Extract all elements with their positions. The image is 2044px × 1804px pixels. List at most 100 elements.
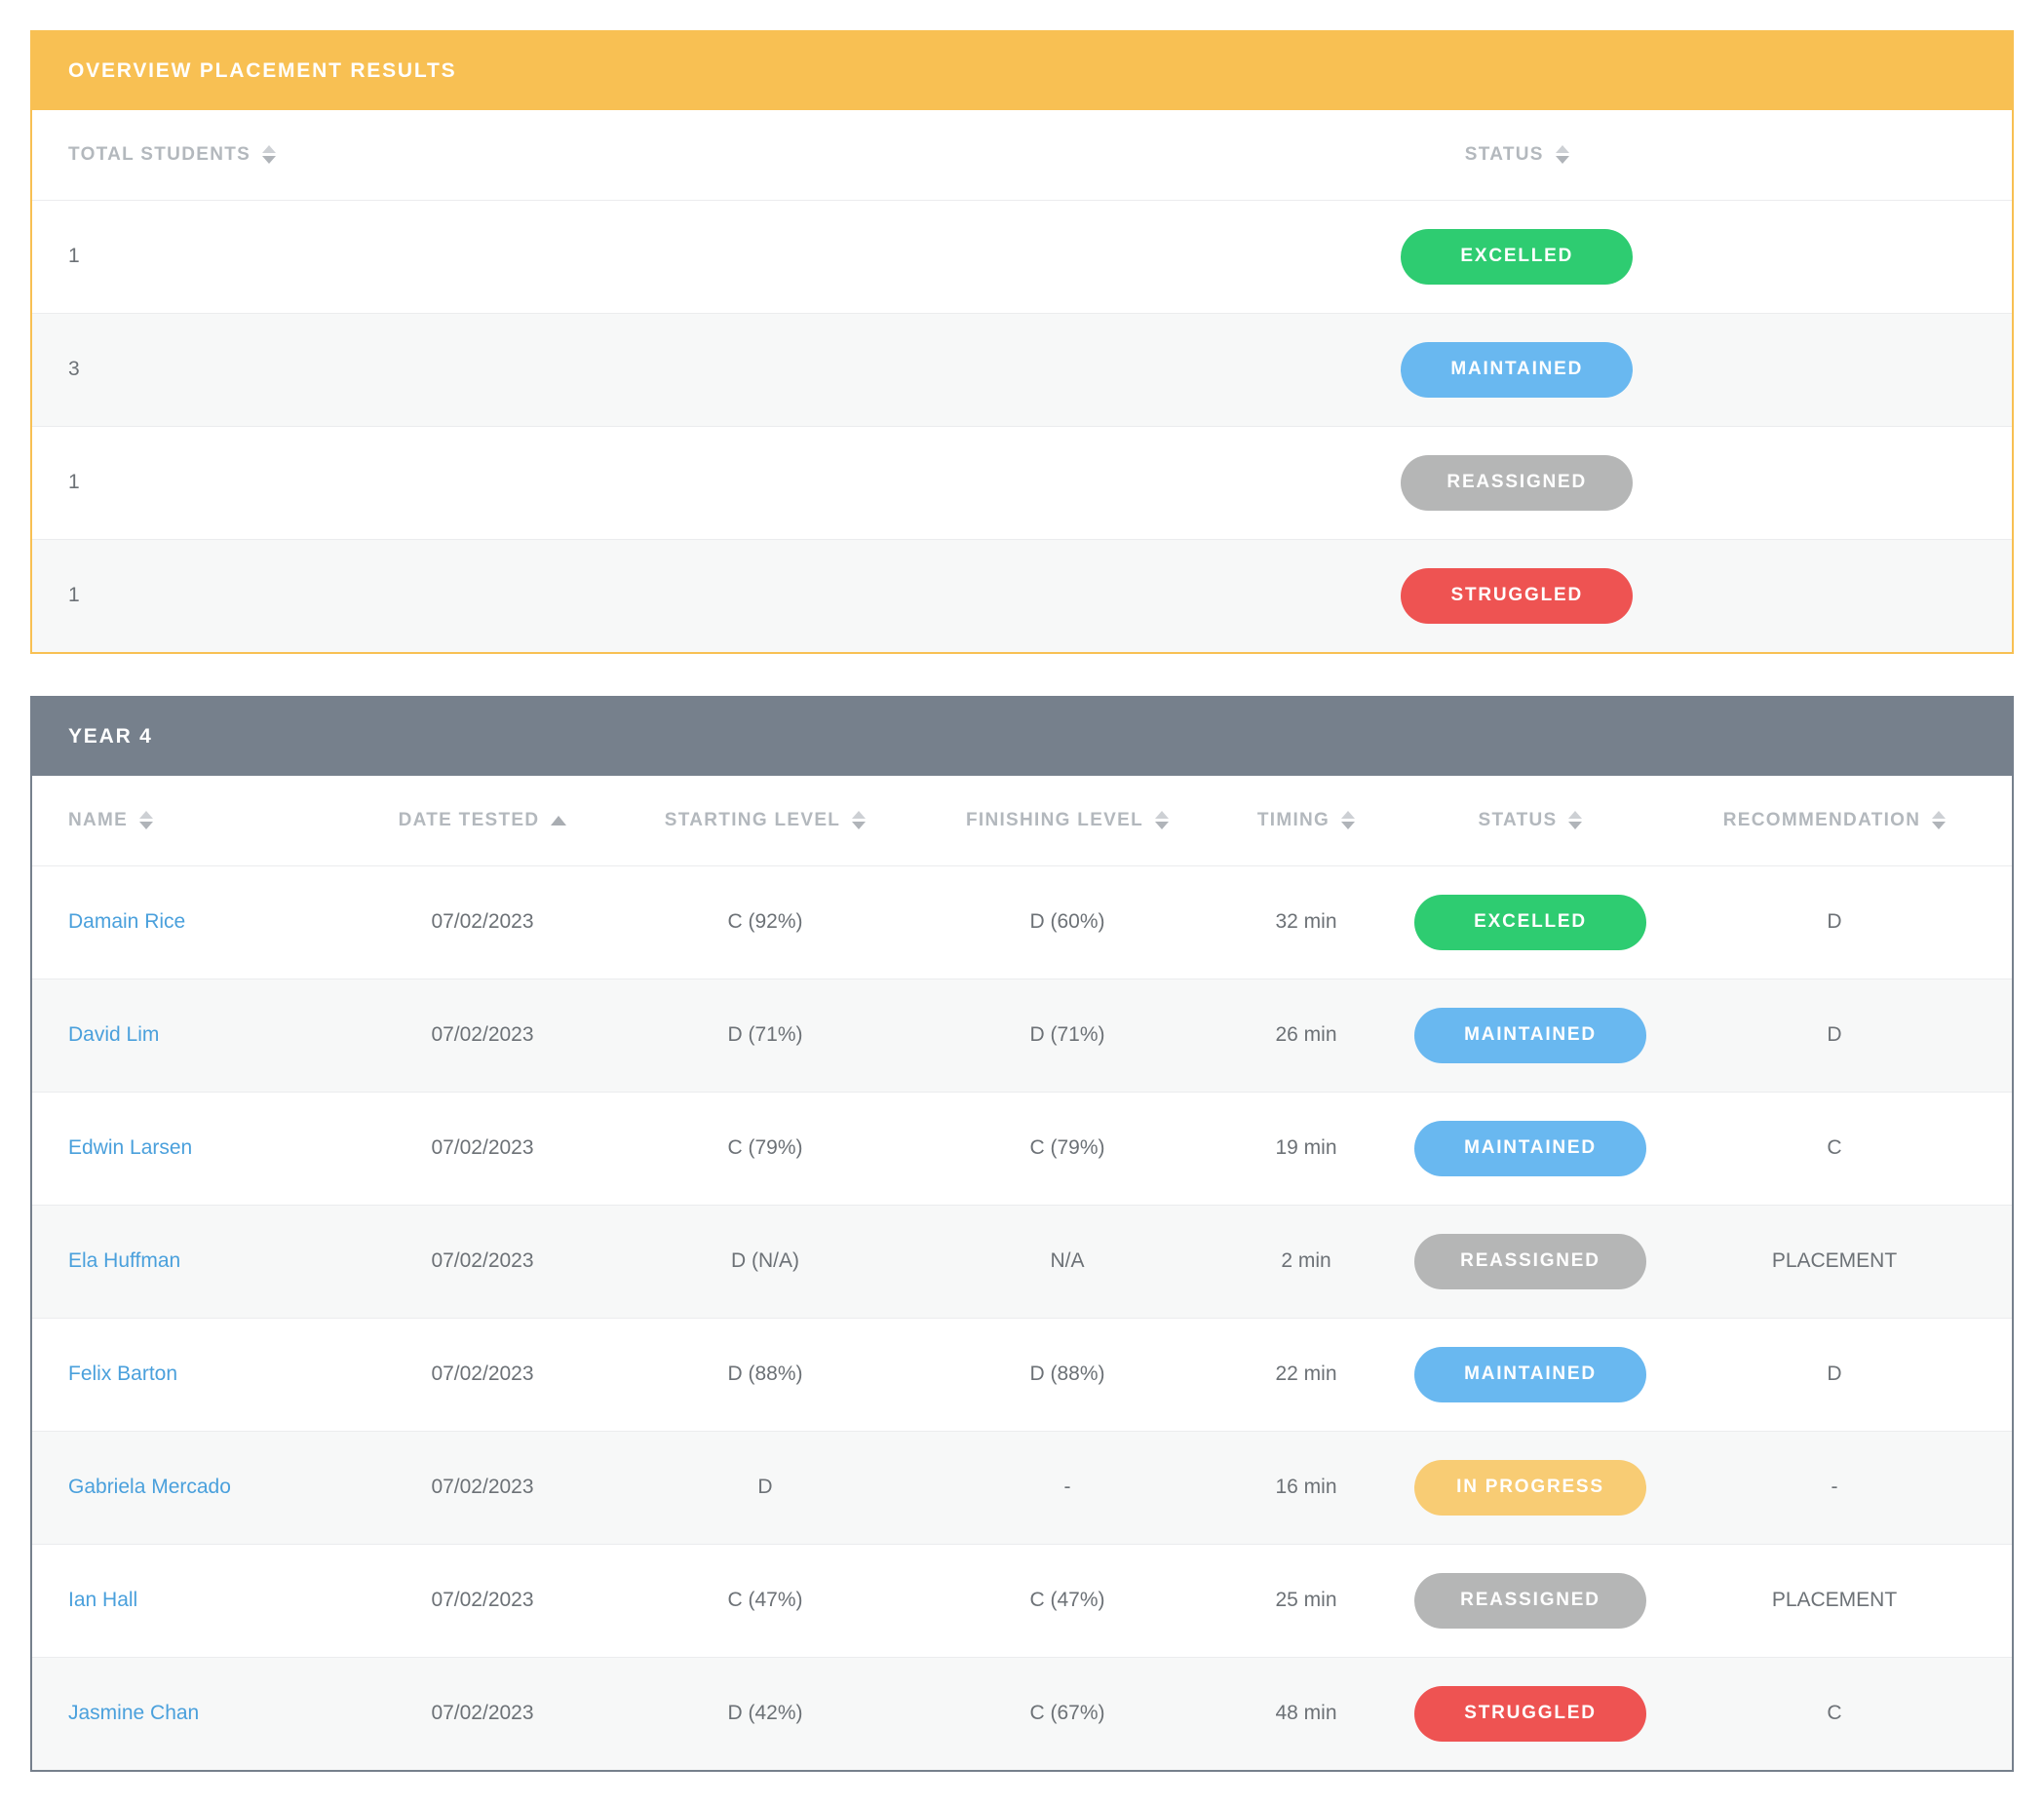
overview-panel-header: OVERVIEW PLACEMENT RESULTS <box>32 32 2012 110</box>
status-badge: MAINTAINED <box>1414 1120 1646 1176</box>
date-tested-value: 07/02/2023 <box>431 1702 534 1725</box>
year-4-panel: YEAR 4 NAME DATE TESTED STARTING LEVEL F… <box>30 696 2014 1772</box>
total-students-value: 1 <box>68 471 80 493</box>
finishing-level-value: D (60%) <box>1029 910 1105 933</box>
sort-icon <box>139 811 154 830</box>
status-badge: EXCELLED <box>1401 228 1634 285</box>
status-badge: MAINTAINED <box>1414 1007 1646 1063</box>
year-panel-title: YEAR 4 <box>68 725 153 748</box>
sort-icon <box>1341 811 1356 830</box>
year-header-row: NAME DATE TESTED STARTING LEVEL FINISHIN… <box>32 776 2012 865</box>
student-name-link[interactable]: Damain Rice <box>68 910 186 933</box>
total-students-value: 3 <box>68 358 80 380</box>
timing-value: 26 min <box>1275 1023 1337 1046</box>
column-header-starting-level[interactable]: STARTING LEVEL <box>604 776 926 865</box>
date-tested-value: 07/02/2023 <box>431 1023 534 1046</box>
recommendation-value: C <box>1827 1136 1842 1159</box>
column-header-date-tested[interactable]: DATE TESTED <box>361 776 604 865</box>
student-table-row: Ian Hall 07/02/2023 C (47%) C (47%) 25 m… <box>32 1544 2012 1657</box>
student-name-link[interactable]: Gabriela Mercado <box>68 1476 231 1498</box>
column-header-recommendation[interactable]: RECOMMENDATION <box>1657 776 2012 865</box>
sort-icon <box>262 145 277 165</box>
timing-value: 16 min <box>1275 1476 1337 1498</box>
column-header-total-students-label: TOTAL STUDENTS <box>68 143 251 165</box>
column-header-timing[interactable]: TIMING <box>1209 776 1404 865</box>
starting-level-value: D (42%) <box>727 1702 803 1725</box>
overview-table-row: 1 REASSIGNED <box>32 426 2012 539</box>
starting-level-value: C (79%) <box>727 1136 803 1159</box>
date-tested-value: 07/02/2023 <box>431 1589 534 1611</box>
date-tested-value: 07/02/2023 <box>431 1476 534 1498</box>
finishing-level-value: C (79%) <box>1029 1136 1105 1159</box>
column-header-finishing-level[interactable]: FINISHING LEVEL <box>926 776 1209 865</box>
student-name-link[interactable]: David Lim <box>68 1023 160 1046</box>
column-header-status[interactable]: STATUS <box>1022 110 2013 200</box>
student-table-row: Damain Rice 07/02/2023 C (92%) D (60%) 3… <box>32 865 2012 979</box>
finishing-level-value: C (67%) <box>1029 1702 1105 1725</box>
student-name-link[interactable]: Ela Huffman <box>68 1249 181 1272</box>
recommendation-value: D <box>1827 910 1842 933</box>
total-students-value: 1 <box>68 245 80 267</box>
column-header-status[interactable]: STATUS <box>1404 776 1657 865</box>
starting-level-value: D (88%) <box>727 1363 803 1385</box>
status-badge: REASSIGNED <box>1414 1233 1646 1289</box>
total-students-value: 1 <box>68 584 80 607</box>
finishing-level-value: C (47%) <box>1029 1589 1105 1611</box>
sort-icon <box>1555 145 1569 165</box>
column-header-timing-label: TIMING <box>1256 809 1331 830</box>
status-badge: IN PROGRESS <box>1414 1459 1646 1516</box>
timing-value: 19 min <box>1275 1136 1337 1159</box>
overview-placement-table: TOTAL STUDENTS STATUS 1 EXCELLED 3 MAINT… <box>32 110 2012 652</box>
timing-value: 32 min <box>1275 910 1337 933</box>
recommendation-value: PLACEMENT <box>1771 1589 1898 1611</box>
year-4-table: NAME DATE TESTED STARTING LEVEL FINISHIN… <box>32 776 2012 1770</box>
column-header-total-students[interactable]: TOTAL STUDENTS <box>32 110 1022 200</box>
sort-icon <box>852 811 867 830</box>
starting-level-value: C (47%) <box>727 1589 803 1611</box>
recommendation-value: D <box>1827 1363 1842 1385</box>
student-table-row: David Lim 07/02/2023 D (71%) D (71%) 26 … <box>32 979 2012 1092</box>
timing-value: 25 min <box>1275 1589 1337 1611</box>
overview-panel-title: OVERVIEW PLACEMENT RESULTS <box>68 59 457 82</box>
finishing-level-value: D (88%) <box>1029 1363 1105 1385</box>
date-tested-value: 07/02/2023 <box>431 1136 534 1159</box>
column-header-date-tested-label: DATE TESTED <box>398 809 540 830</box>
column-header-recommendation-label: RECOMMENDATION <box>1722 809 1921 830</box>
column-header-finishing-level-label: FINISHING LEVEL <box>965 809 1144 830</box>
sort-icon <box>1932 811 1947 830</box>
finishing-level-value: - <box>1063 1476 1071 1498</box>
finishing-level-value: D (71%) <box>1029 1023 1105 1046</box>
date-tested-value: 07/02/2023 <box>431 910 534 933</box>
overview-table-row: 1 STRUGGLED <box>32 539 2012 652</box>
status-badge: EXCELLED <box>1414 894 1646 950</box>
column-header-name[interactable]: NAME <box>32 776 361 865</box>
recommendation-value: D <box>1827 1023 1842 1046</box>
student-table-row: Gabriela Mercado 07/02/2023 D - 16 min I… <box>32 1431 2012 1544</box>
sort-icon <box>1155 811 1170 830</box>
starting-level-value: C (92%) <box>727 910 803 933</box>
student-name-link[interactable]: Edwin Larsen <box>68 1136 193 1159</box>
timing-value: 2 min <box>1281 1249 1331 1272</box>
status-badge: STRUGGLED <box>1401 567 1634 624</box>
student-table-row: Jasmine Chan 07/02/2023 D (42%) C (67%) … <box>32 1657 2012 1770</box>
sort-icon <box>1568 811 1583 830</box>
timing-value: 48 min <box>1275 1702 1337 1725</box>
starting-level-value: D <box>757 1476 773 1498</box>
status-badge: MAINTAINED <box>1414 1346 1646 1402</box>
overview-table-row: 1 EXCELLED <box>32 200 2012 313</box>
student-table-row: Ela Huffman 07/02/2023 D (N/A) N/A 2 min… <box>32 1205 2012 1318</box>
student-name-link[interactable]: Felix Barton <box>68 1363 178 1385</box>
status-badge: REASSIGNED <box>1414 1572 1646 1629</box>
recommendation-value: C <box>1827 1702 1842 1725</box>
date-tested-value: 07/02/2023 <box>431 1249 534 1272</box>
date-tested-value: 07/02/2023 <box>431 1363 534 1385</box>
student-name-link[interactable]: Jasmine Chan <box>68 1702 200 1725</box>
student-name-link[interactable]: Ian Hall <box>68 1589 138 1611</box>
finishing-level-value: N/A <box>1050 1249 1085 1272</box>
column-header-starting-level-label: STARTING LEVEL <box>664 809 841 830</box>
starting-level-value: D (71%) <box>727 1023 803 1046</box>
recommendation-value: PLACEMENT <box>1771 1249 1898 1272</box>
student-table-row: Felix Barton 07/02/2023 D (88%) D (88%) … <box>32 1318 2012 1431</box>
overview-header-row: TOTAL STUDENTS STATUS <box>32 110 2012 200</box>
overview-placement-results-panel: OVERVIEW PLACEMENT RESULTS TOTAL STUDENT… <box>30 30 2014 654</box>
